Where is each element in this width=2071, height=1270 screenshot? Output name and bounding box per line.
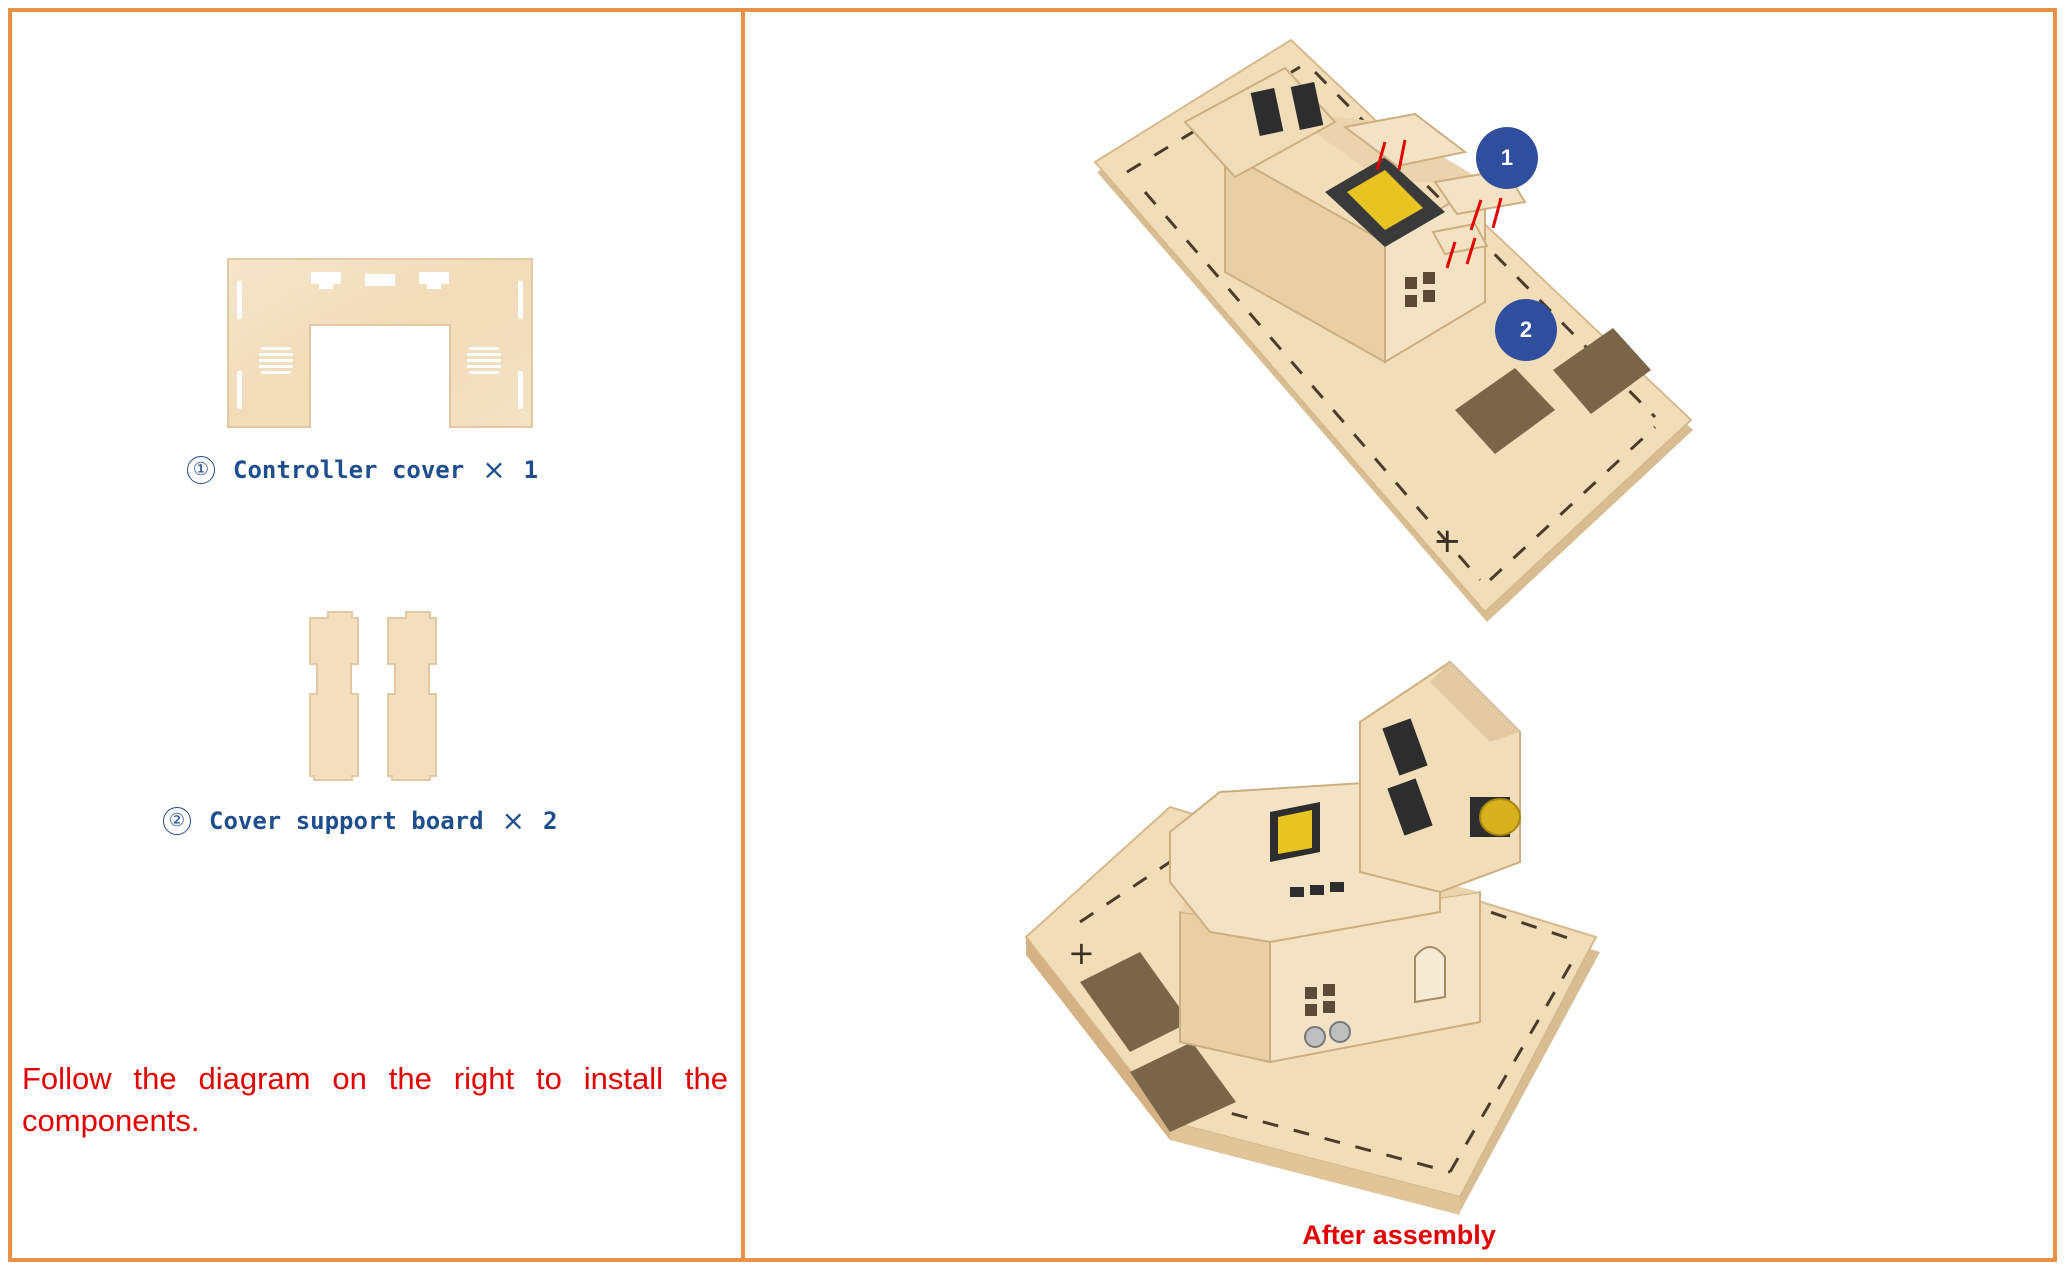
assembly-panel: + 1: [745, 12, 2053, 1258]
callout-badge-1: 1: [1476, 127, 1538, 189]
controller-cover-image: [227, 258, 533, 428]
part-name-controller-cover: Controller cover: [233, 455, 465, 484]
part-quantity-2: 2: [543, 806, 558, 835]
after-assembly-caption: After assembly: [1302, 1220, 1496, 1250]
outer-frame: [8, 8, 2057, 1262]
parts-panel: ① Controller cover × 1 ② Cover support b…: [12, 12, 741, 1258]
times-sign: ×: [482, 453, 506, 486]
part-number-1: ①: [187, 455, 215, 484]
controller-cover-label: ① Controller cover × 1: [187, 453, 538, 486]
part-quantity-1: 1: [523, 455, 539, 484]
svg-text:+: +: [1068, 934, 1095, 972]
panel-divider: [741, 8, 745, 1262]
times-sign: ×: [501, 804, 526, 837]
exploded-assembly-image: +: [1093, 38, 1693, 622]
instruction-text: Follow the diagram on the right to insta…: [22, 1061, 728, 1138]
cover-support-board-image: [309, 611, 437, 781]
callout-badge-2: 2: [1495, 299, 1557, 361]
assembled-house-image: +: [1024, 660, 1600, 1215]
svg-text:+: +: [1433, 521, 1462, 561]
part-number-2: ②: [163, 806, 191, 835]
cover-support-board-label: ② Cover support board × 2: [163, 804, 557, 837]
part-name-cover-support-board: Cover support board: [209, 806, 484, 835]
